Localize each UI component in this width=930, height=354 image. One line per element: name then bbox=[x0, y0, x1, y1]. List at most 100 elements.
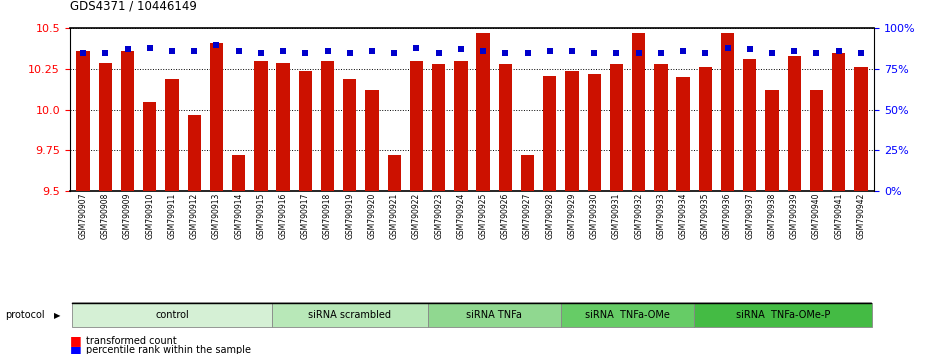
Bar bbox=[432, 64, 445, 191]
Point bbox=[187, 48, 202, 54]
Text: GSM790925: GSM790925 bbox=[479, 193, 487, 239]
Point bbox=[75, 50, 90, 56]
Bar bbox=[365, 90, 379, 191]
Bar bbox=[743, 59, 756, 191]
Text: GSM790921: GSM790921 bbox=[390, 193, 399, 239]
Point bbox=[809, 50, 824, 56]
Text: protocol: protocol bbox=[5, 310, 45, 320]
Text: ■: ■ bbox=[70, 334, 82, 347]
Point bbox=[253, 50, 268, 56]
Bar bbox=[610, 64, 623, 191]
Text: GSM790908: GSM790908 bbox=[100, 193, 110, 239]
Text: GSM790940: GSM790940 bbox=[812, 193, 821, 239]
Point bbox=[365, 48, 379, 54]
Point bbox=[165, 48, 179, 54]
Text: siRNA  TNFa-OMe-P: siRNA TNFa-OMe-P bbox=[736, 310, 830, 320]
Bar bbox=[654, 64, 668, 191]
Point bbox=[698, 50, 712, 56]
Text: GSM790935: GSM790935 bbox=[701, 193, 710, 239]
Point bbox=[342, 50, 357, 56]
Text: GSM790932: GSM790932 bbox=[634, 193, 644, 239]
Bar bbox=[121, 51, 134, 191]
Text: siRNA  TNFa-OMe: siRNA TNFa-OMe bbox=[585, 310, 670, 320]
Text: GSM790923: GSM790923 bbox=[434, 193, 443, 239]
Bar bbox=[232, 155, 246, 191]
Point bbox=[232, 48, 246, 54]
Text: siRNA TNFa: siRNA TNFa bbox=[466, 310, 522, 320]
Text: GSM790910: GSM790910 bbox=[145, 193, 154, 239]
Bar bbox=[210, 43, 223, 191]
Text: GSM790918: GSM790918 bbox=[323, 193, 332, 239]
Bar bbox=[99, 63, 112, 191]
Text: GSM790917: GSM790917 bbox=[300, 193, 310, 239]
Bar bbox=[588, 74, 601, 191]
Point bbox=[764, 50, 779, 56]
Point bbox=[387, 50, 402, 56]
Point bbox=[720, 45, 735, 51]
Text: GSM790930: GSM790930 bbox=[590, 193, 599, 239]
Text: GSM790909: GSM790909 bbox=[123, 193, 132, 239]
Text: ■: ■ bbox=[70, 344, 82, 354]
Point bbox=[631, 50, 646, 56]
Bar bbox=[788, 56, 801, 191]
Text: GSM790936: GSM790936 bbox=[723, 193, 732, 239]
Text: GSM790922: GSM790922 bbox=[412, 193, 421, 239]
Point bbox=[498, 50, 512, 56]
Bar bbox=[410, 61, 423, 191]
Point bbox=[475, 48, 490, 54]
Bar bbox=[188, 115, 201, 191]
Bar bbox=[254, 61, 268, 191]
Point bbox=[275, 48, 290, 54]
Text: GSM790928: GSM790928 bbox=[545, 193, 554, 239]
Point bbox=[320, 48, 335, 54]
Point bbox=[98, 50, 113, 56]
Bar bbox=[521, 155, 534, 191]
Bar bbox=[810, 90, 823, 191]
Point bbox=[609, 50, 624, 56]
Point bbox=[676, 48, 691, 54]
Point bbox=[520, 50, 535, 56]
Bar bbox=[632, 33, 645, 191]
Bar bbox=[454, 61, 468, 191]
Bar bbox=[721, 33, 734, 191]
Bar bbox=[166, 79, 179, 191]
Text: GSM790942: GSM790942 bbox=[857, 193, 866, 239]
Point bbox=[654, 50, 669, 56]
Bar bbox=[143, 102, 156, 191]
Point bbox=[142, 45, 157, 51]
Point bbox=[209, 42, 224, 47]
Bar bbox=[343, 79, 356, 191]
Bar bbox=[388, 155, 401, 191]
Point bbox=[454, 47, 469, 52]
Bar bbox=[854, 67, 868, 191]
Point bbox=[787, 48, 802, 54]
Bar bbox=[832, 53, 845, 191]
Bar bbox=[765, 90, 778, 191]
Bar bbox=[476, 33, 490, 191]
Text: GSM790915: GSM790915 bbox=[257, 193, 265, 239]
Text: GSM790919: GSM790919 bbox=[345, 193, 354, 239]
Text: GSM790933: GSM790933 bbox=[657, 193, 665, 239]
Bar bbox=[276, 63, 290, 191]
Text: GSM790939: GSM790939 bbox=[790, 193, 799, 239]
Point bbox=[587, 50, 602, 56]
Text: GSM790911: GSM790911 bbox=[167, 193, 177, 239]
Text: GSM790913: GSM790913 bbox=[212, 193, 221, 239]
Text: GSM790941: GSM790941 bbox=[834, 193, 844, 239]
Text: siRNA scrambled: siRNA scrambled bbox=[308, 310, 392, 320]
Text: GSM790916: GSM790916 bbox=[279, 193, 287, 239]
Text: ▶: ▶ bbox=[54, 311, 60, 320]
Text: GSM790931: GSM790931 bbox=[612, 193, 621, 239]
Point bbox=[298, 50, 312, 56]
Point bbox=[542, 48, 557, 54]
Text: GSM790938: GSM790938 bbox=[767, 193, 777, 239]
Bar bbox=[76, 51, 90, 191]
Text: GSM790914: GSM790914 bbox=[234, 193, 243, 239]
Point bbox=[854, 50, 869, 56]
Text: GSM790920: GSM790920 bbox=[367, 193, 377, 239]
Bar bbox=[698, 67, 712, 191]
Text: percentile rank within the sample: percentile rank within the sample bbox=[86, 346, 251, 354]
Text: GSM790934: GSM790934 bbox=[679, 193, 687, 239]
Text: GSM790937: GSM790937 bbox=[745, 193, 754, 239]
Point bbox=[120, 47, 135, 52]
